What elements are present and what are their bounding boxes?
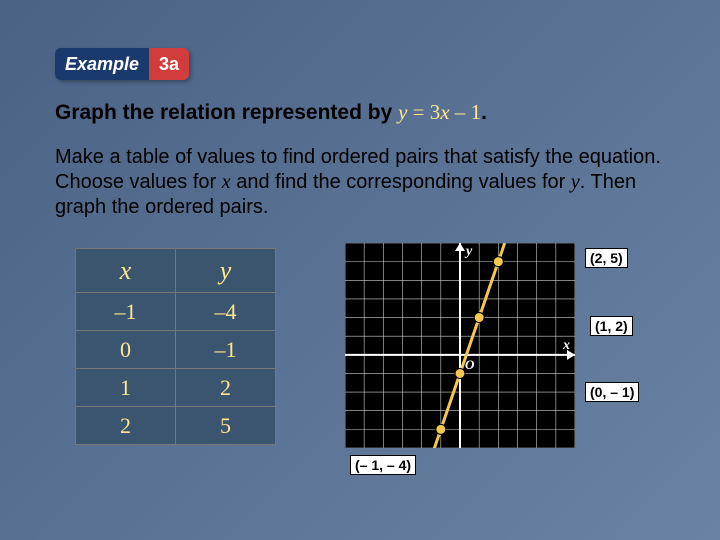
prompt-suffix: . bbox=[481, 101, 487, 124]
table-row: 12 bbox=[76, 369, 276, 407]
svg-text:x: x bbox=[562, 338, 570, 353]
eq-b: 1 bbox=[471, 100, 482, 124]
example-label: Example bbox=[55, 48, 149, 80]
values-table: x y –1–4 0–1 12 25 bbox=[75, 248, 276, 445]
example-number: 3a bbox=[149, 48, 189, 80]
cell: 5 bbox=[176, 407, 276, 445]
col-header-x: x bbox=[76, 249, 176, 293]
svg-text:y: y bbox=[464, 244, 473, 259]
instr-v2: y bbox=[571, 171, 580, 193]
cell: –4 bbox=[176, 293, 276, 331]
cell: 2 bbox=[76, 407, 176, 445]
eq-eq: = bbox=[407, 100, 429, 124]
table-row: –1–4 bbox=[76, 293, 276, 331]
point-label-2-5: (2, 5) bbox=[585, 248, 628, 268]
prompt-prefix: Graph the relation represented by bbox=[55, 101, 398, 124]
instr-v1: x bbox=[222, 171, 231, 193]
point-label-1-2: (1, 2) bbox=[590, 316, 633, 336]
example-badge: Example 3a bbox=[55, 48, 189, 80]
table-row: 25 bbox=[76, 407, 276, 445]
point-label-0-m1: (0, – 1) bbox=[585, 382, 639, 402]
graph-svg: xyO bbox=[345, 243, 575, 448]
cell: 2 bbox=[176, 369, 276, 407]
table-row: 0–1 bbox=[76, 331, 276, 369]
cell: –1 bbox=[176, 331, 276, 369]
col-header-y: y bbox=[176, 249, 276, 293]
point-label-m1-m4: (– 1, – 4) bbox=[350, 455, 416, 475]
eq-x: x bbox=[440, 100, 449, 124]
cell: 0 bbox=[76, 331, 176, 369]
cell: –1 bbox=[76, 293, 176, 331]
cell: 1 bbox=[76, 369, 176, 407]
eq-op: – bbox=[450, 100, 471, 124]
instruction: Make a table of values to find ordered p… bbox=[55, 145, 665, 220]
coordinate-graph: xyO bbox=[345, 243, 575, 448]
instr-p2: and find the corresponding values for bbox=[231, 171, 571, 193]
prompt: Graph the relation represented by y = 3x… bbox=[55, 100, 665, 125]
eq-a: 3 bbox=[430, 100, 441, 124]
equation: y = 3x – 1 bbox=[398, 100, 481, 124]
